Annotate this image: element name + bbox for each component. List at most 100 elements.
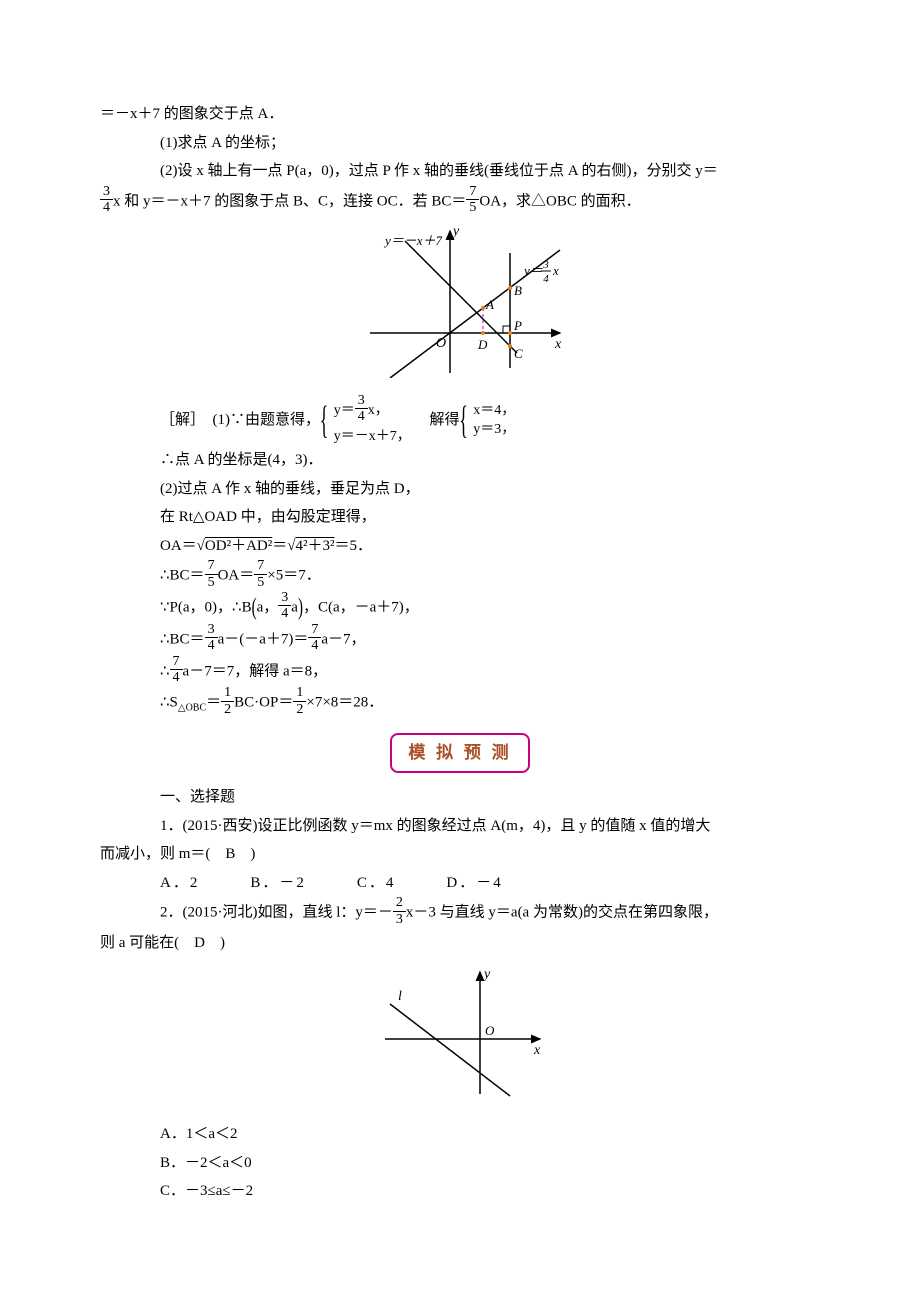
sol-line-2: (2)过点 A 作 x 轴的垂线，垂足为点 D， bbox=[100, 475, 820, 504]
fig2-y-label: y bbox=[482, 967, 491, 982]
frac-7-5-a: 75 bbox=[466, 184, 479, 216]
q2a1: 2．(2015·河北)如图，直线 l：y＝－ bbox=[160, 905, 393, 921]
fig1-dot-D bbox=[481, 331, 485, 335]
q2-C: C．－3≤a≤－2 bbox=[100, 1177, 820, 1206]
figure-2: y x O l bbox=[100, 964, 820, 1115]
frac-3-4-b: 34 bbox=[355, 393, 368, 425]
sol9a: ∴S bbox=[160, 695, 178, 711]
q1-C: C．4 bbox=[357, 875, 396, 891]
fig1-line2-num: 3 bbox=[542, 259, 549, 271]
frac-2-3: 23 bbox=[393, 895, 406, 927]
sol8b: a－7＝7，解得 a＝8， bbox=[183, 663, 328, 679]
fig1-B: B bbox=[514, 283, 522, 298]
fig1-dot-A bbox=[481, 306, 485, 310]
b1l1a: y＝ bbox=[334, 403, 355, 418]
frac-7-4-a: 74 bbox=[308, 622, 321, 654]
fig1-line1-label: y＝－x＋7 bbox=[383, 233, 443, 248]
figure-1-svg: y x O y＝－x＋7 y＝ 3 4 x A B P C D bbox=[350, 223, 570, 378]
sol9b: ＝ bbox=[206, 695, 221, 711]
top-line-0: ＝－x＋7 的图象交于点 A． bbox=[100, 100, 820, 129]
q1-stem-a: 1．(2015·西安)设正比例函数 y＝mx 的图象经过点 A(m，4)，且 y… bbox=[100, 812, 820, 841]
q1-options: A．2 B．－2 C．4 D．－4 bbox=[100, 869, 820, 898]
q2-stem-b: 则 a 可能在( D ) bbox=[100, 929, 820, 958]
q2-B: B．－2＜a＜0 bbox=[100, 1149, 820, 1178]
sol5a: ∴BC＝ bbox=[160, 567, 205, 583]
fig1-dot-C bbox=[508, 344, 512, 348]
sol-line-7: ∴BC＝34a－(－a＋7)＝74a－7， bbox=[100, 624, 820, 656]
fig1-O-label: O bbox=[436, 336, 446, 351]
top-line-1: (1)求点 A 的坐标； bbox=[100, 129, 820, 158]
line-neg bbox=[405, 241, 517, 353]
brace-1: y＝34x， y＝－x＋7， bbox=[324, 395, 411, 446]
frac-7-4-b: 74 bbox=[170, 654, 183, 686]
fig2-O-label: O bbox=[485, 1023, 495, 1038]
fig1-y-label: y bbox=[451, 224, 460, 239]
top-line-2a: (2)设 x 轴上有一点 P(a，0)，过点 P 作 x 轴的垂线(垂线位于点 … bbox=[100, 157, 820, 186]
fig2-line-l bbox=[390, 1004, 510, 1096]
sol6d: ，C(a，－a＋7)， bbox=[303, 599, 419, 615]
section-heading: 一、选择题 bbox=[100, 783, 820, 812]
badge-wrap: 模 拟 预 测 bbox=[100, 733, 820, 773]
sol9c: BC·OP＝ bbox=[234, 695, 293, 711]
sol-line-0: ［解］ (1)∵由题意得， y＝34x， y＝－x＋7， 解得 x＝4， y＝3… bbox=[100, 395, 820, 446]
text-l2b: x 和 y＝－x＋7 的图象于点 B、C，连接 OC．若 BC＝ bbox=[113, 193, 466, 209]
q2a2: x－3 与直线 y＝a(a 为常数)的交点在第四象限， bbox=[406, 905, 718, 921]
fig1-C: C bbox=[514, 346, 523, 361]
frac-3-4-d: 34 bbox=[205, 622, 218, 654]
fig1-x-label: x bbox=[554, 337, 562, 352]
brace-2: x＝4， y＝3， bbox=[463, 401, 515, 440]
b1l1b: x， bbox=[368, 403, 389, 418]
sol4b: ＝5． bbox=[334, 538, 372, 554]
sol-0a: ［解］ (1)∵由题意得， bbox=[160, 412, 320, 428]
sol9d: ×7×8＝28． bbox=[306, 695, 383, 711]
sol-line-6: ∵P(a，0)，∴B(a，34a)，C(a，－a＋7)， bbox=[100, 592, 820, 624]
frac-3-4-a: 34 bbox=[100, 184, 113, 216]
figure-2-svg: y x O l bbox=[370, 964, 550, 1104]
sol-line-5: ∴BC＝75OA＝75×5＝7． bbox=[100, 560, 820, 592]
fig2-l-label: l bbox=[398, 989, 402, 1004]
frac-3-4-c: 34 bbox=[278, 590, 291, 622]
fig1-line2-lead: y＝ bbox=[522, 263, 543, 278]
sol8a: ∴ bbox=[160, 663, 170, 679]
sol4a: OA＝ bbox=[160, 538, 197, 554]
b2l1: x＝4， bbox=[473, 401, 515, 421]
fig1-D: D bbox=[477, 337, 488, 352]
b1l2: y＝－x＋7， bbox=[334, 427, 411, 447]
sol-0mid: 解得 bbox=[415, 412, 460, 428]
q1-D: D．－4 bbox=[446, 875, 502, 891]
sol7c: a－7， bbox=[321, 631, 365, 647]
section-badge: 模 拟 预 测 bbox=[390, 733, 529, 773]
fig1-A: A bbox=[485, 297, 494, 312]
fig2-x-label: x bbox=[533, 1043, 541, 1058]
sol5b: OA＝ bbox=[218, 567, 255, 583]
sol7b: a－(－a＋7)＝ bbox=[218, 631, 309, 647]
fig1-P: P bbox=[513, 318, 522, 333]
q1-A: A．2 bbox=[160, 875, 199, 891]
sol6b: a， bbox=[257, 599, 279, 615]
frac-1-2-b: 12 bbox=[293, 685, 306, 717]
text-l2c: OA，求△OBC 的面积． bbox=[479, 193, 640, 209]
sol9sub: △OBC bbox=[178, 703, 206, 714]
sol6c: a bbox=[291, 599, 298, 615]
sol4r1: OD²＋AD² bbox=[205, 538, 272, 554]
sol7a: ∴BC＝ bbox=[160, 631, 205, 647]
top-line-2b: 34x 和 y＝－x＋7 的图象于点 B、C，连接 OC．若 BC＝75OA，求… bbox=[100, 186, 820, 218]
frac-7-5-b: 75 bbox=[205, 558, 218, 590]
sol4r2: 4²＋3² bbox=[295, 538, 334, 554]
q2-A: A．1＜a＜2 bbox=[100, 1120, 820, 1149]
fig1-line2-tail: x bbox=[552, 263, 559, 278]
q2-stem-a: 2．(2015·河北)如图，直线 l：y＝－23x－3 与直线 y＝a(a 为常… bbox=[100, 897, 820, 929]
fig1-line2-den: 4 bbox=[543, 273, 549, 285]
fig1-dot-B bbox=[508, 286, 512, 290]
sol5c: ×5＝7． bbox=[267, 567, 320, 583]
q1-B: B．－2 bbox=[250, 875, 306, 891]
sol-line-9: ∴S△OBC＝12BC·OP＝12×7×8＝28． bbox=[100, 687, 820, 719]
sol-line-4: OA＝√OD²＋AD²＝√4²＋3²＝5． bbox=[100, 532, 820, 561]
fig1-dot-P bbox=[508, 331, 512, 335]
b2l2: y＝3， bbox=[473, 420, 515, 440]
q1-stem-b: 而减小，则 m＝( B ) bbox=[100, 840, 820, 869]
sol4eq: ＝ bbox=[272, 538, 287, 554]
sol-line-3: 在 Rt△OAD 中，由勾股定理得， bbox=[100, 503, 820, 532]
figure-1: y x O y＝－x＋7 y＝ 3 4 x A B P C D bbox=[100, 223, 820, 389]
sol-line-8: ∴74a－7＝7，解得 a＝8， bbox=[100, 656, 820, 688]
